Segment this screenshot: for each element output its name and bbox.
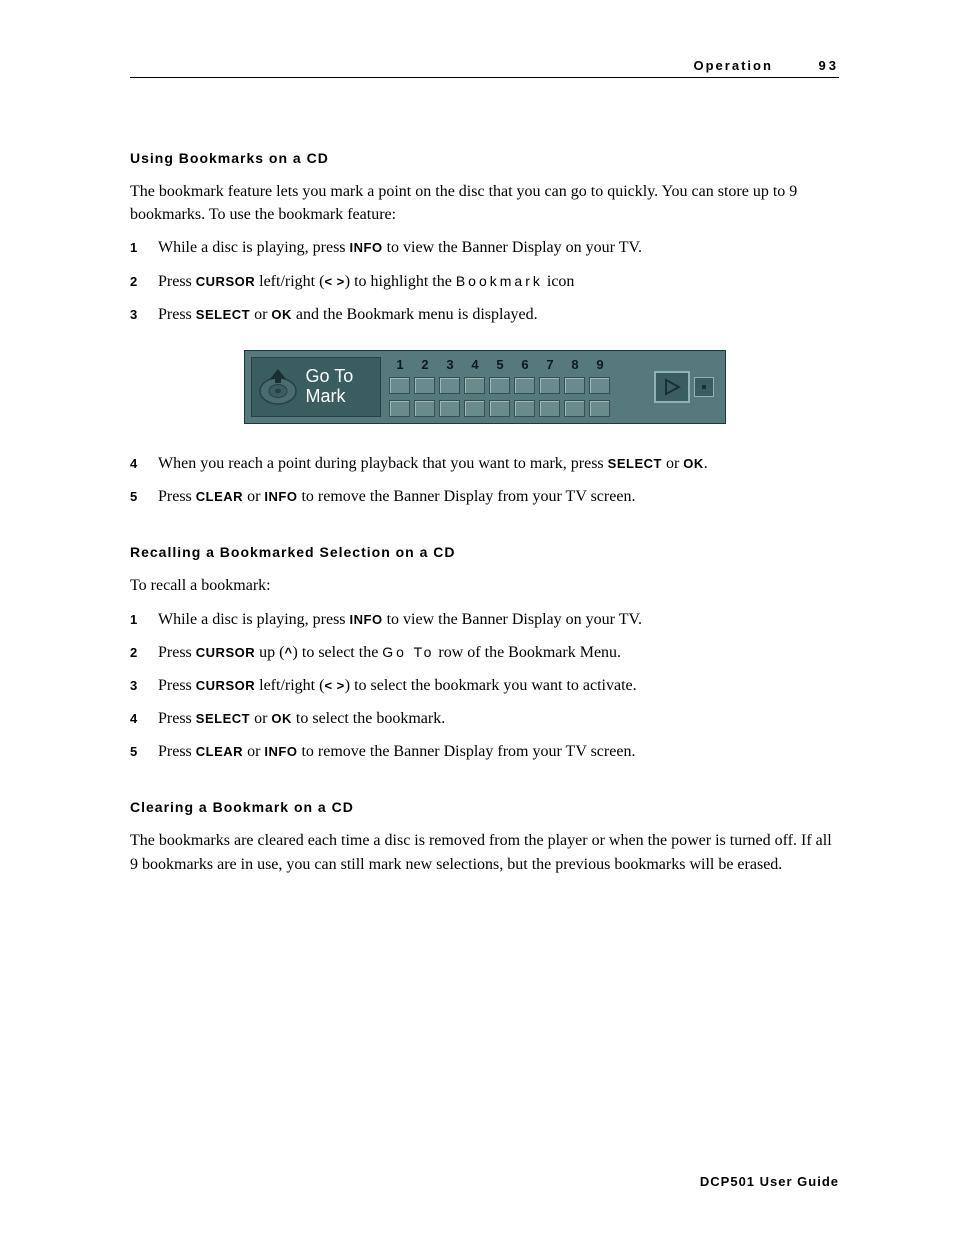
step-number: 1 — [130, 611, 158, 630]
step-text: Press CURSOR left/right (< >) to select … — [158, 674, 839, 697]
step-text: When you reach a point during playback t… — [158, 452, 839, 475]
bookmark-slot — [389, 400, 410, 417]
section2-title: Recalling a Bookmarked Selection on a CD — [130, 544, 839, 560]
section1-intro: The bookmark feature lets you mark a poi… — [130, 180, 839, 226]
header-section: Operation — [694, 58, 773, 73]
header-page-number: 93 — [819, 58, 839, 73]
step-number: 5 — [130, 488, 158, 507]
step-number: 3 — [130, 306, 158, 325]
step-text: While a disc is playing, press INFO to v… — [158, 608, 839, 631]
list-item: 2 Press CURSOR left/right (< >) to highl… — [130, 270, 839, 293]
play-icon — [654, 371, 690, 403]
bookmark-slot — [514, 377, 535, 394]
step-text: Press SELECT or OK to select the bookmar… — [158, 707, 839, 730]
step-number: 4 — [130, 455, 158, 474]
step-text: Press CURSOR up (^) to select the Go To … — [158, 641, 839, 664]
goto-mark-label: Go To Mark — [306, 367, 354, 407]
step-number: 5 — [130, 743, 158, 762]
list-item: 4 When you reach a point during playback… — [130, 452, 839, 475]
bookmark-slot — [389, 377, 410, 394]
list-item: 5 Press CLEAR or INFO to remove the Bann… — [130, 740, 839, 763]
step-number: 4 — [130, 710, 158, 729]
bookmark-slot — [439, 400, 460, 417]
step-text: Press CURSOR left/right (< >) to highlig… — [158, 270, 839, 293]
step-text: While a disc is playing, press INFO to v… — [158, 236, 839, 259]
bookmark-slot — [489, 377, 510, 394]
bookmark-slot — [589, 400, 610, 417]
playback-controls — [649, 357, 719, 417]
section1-steps-cont: 4 When you reach a point during playback… — [130, 452, 839, 508]
bookmark-slot — [564, 400, 585, 417]
step-number: 2 — [130, 644, 158, 663]
stop-icon — [694, 377, 714, 397]
bookmark-slot — [464, 377, 485, 394]
bookmark-slots: 1 2 3 4 5 6 7 8 9 — [387, 357, 643, 417]
bookmark-slot — [539, 377, 560, 394]
step-text: Press CLEAR or INFO to remove the Banner… — [158, 485, 839, 508]
list-item: 4 Press SELECT or OK to select the bookm… — [130, 707, 839, 730]
step-text: Press SELECT or OK and the Bookmark menu… — [158, 303, 839, 326]
step-number: 1 — [130, 239, 158, 258]
bookmark-slot — [514, 400, 535, 417]
bookmark-slot — [414, 377, 435, 394]
slot-numbers: 1 2 3 4 5 6 7 8 9 — [389, 357, 641, 372]
goto-row — [389, 377, 641, 394]
section2-intro: To recall a bookmark: — [130, 574, 839, 597]
page-content: Using Bookmarks on a CD The bookmark fea… — [130, 78, 839, 876]
list-item: 5 Press CLEAR or INFO to remove the Bann… — [130, 485, 839, 508]
mark-row — [389, 400, 641, 417]
bookmark-slot — [589, 377, 610, 394]
list-item: 3 Press SELECT or OK and the Bookmark me… — [130, 303, 839, 326]
page-header: Operation 93 — [130, 58, 839, 78]
list-item: 2 Press CURSOR up (^) to select the Go T… — [130, 641, 839, 664]
goto-mark-panel: Go To Mark — [251, 357, 381, 417]
bookmark-slot — [539, 400, 560, 417]
bookmark-slot — [564, 377, 585, 394]
disc-icon — [256, 365, 300, 409]
section2-steps: 1 While a disc is playing, press INFO to… — [130, 608, 839, 764]
section3-body: The bookmarks are cleared each time a di… — [130, 829, 839, 875]
bookmark-slot — [414, 400, 435, 417]
step-number: 2 — [130, 273, 158, 292]
bookmark-slot — [439, 377, 460, 394]
bookmark-panel: Go To Mark 1 2 3 4 5 6 7 8 9 — [244, 350, 726, 424]
bookmark-slot — [489, 400, 510, 417]
bookmark-slot — [464, 400, 485, 417]
list-item: 1 While a disc is playing, press INFO to… — [130, 236, 839, 259]
footer-guide-name: DCP501 User Guide — [700, 1174, 839, 1189]
section3-title: Clearing a Bookmark on a CD — [130, 799, 839, 815]
step-number: 3 — [130, 677, 158, 696]
section1-steps: 1 While a disc is playing, press INFO to… — [130, 236, 839, 326]
section1-title: Using Bookmarks on a CD — [130, 150, 839, 166]
list-item: 1 While a disc is playing, press INFO to… — [130, 608, 839, 631]
step-text: Press CLEAR or INFO to remove the Banner… — [158, 740, 839, 763]
bookmark-menu-figure: Go To Mark 1 2 3 4 5 6 7 8 9 — [130, 350, 839, 424]
list-item: 3 Press CURSOR left/right (< >) to selec… — [130, 674, 839, 697]
